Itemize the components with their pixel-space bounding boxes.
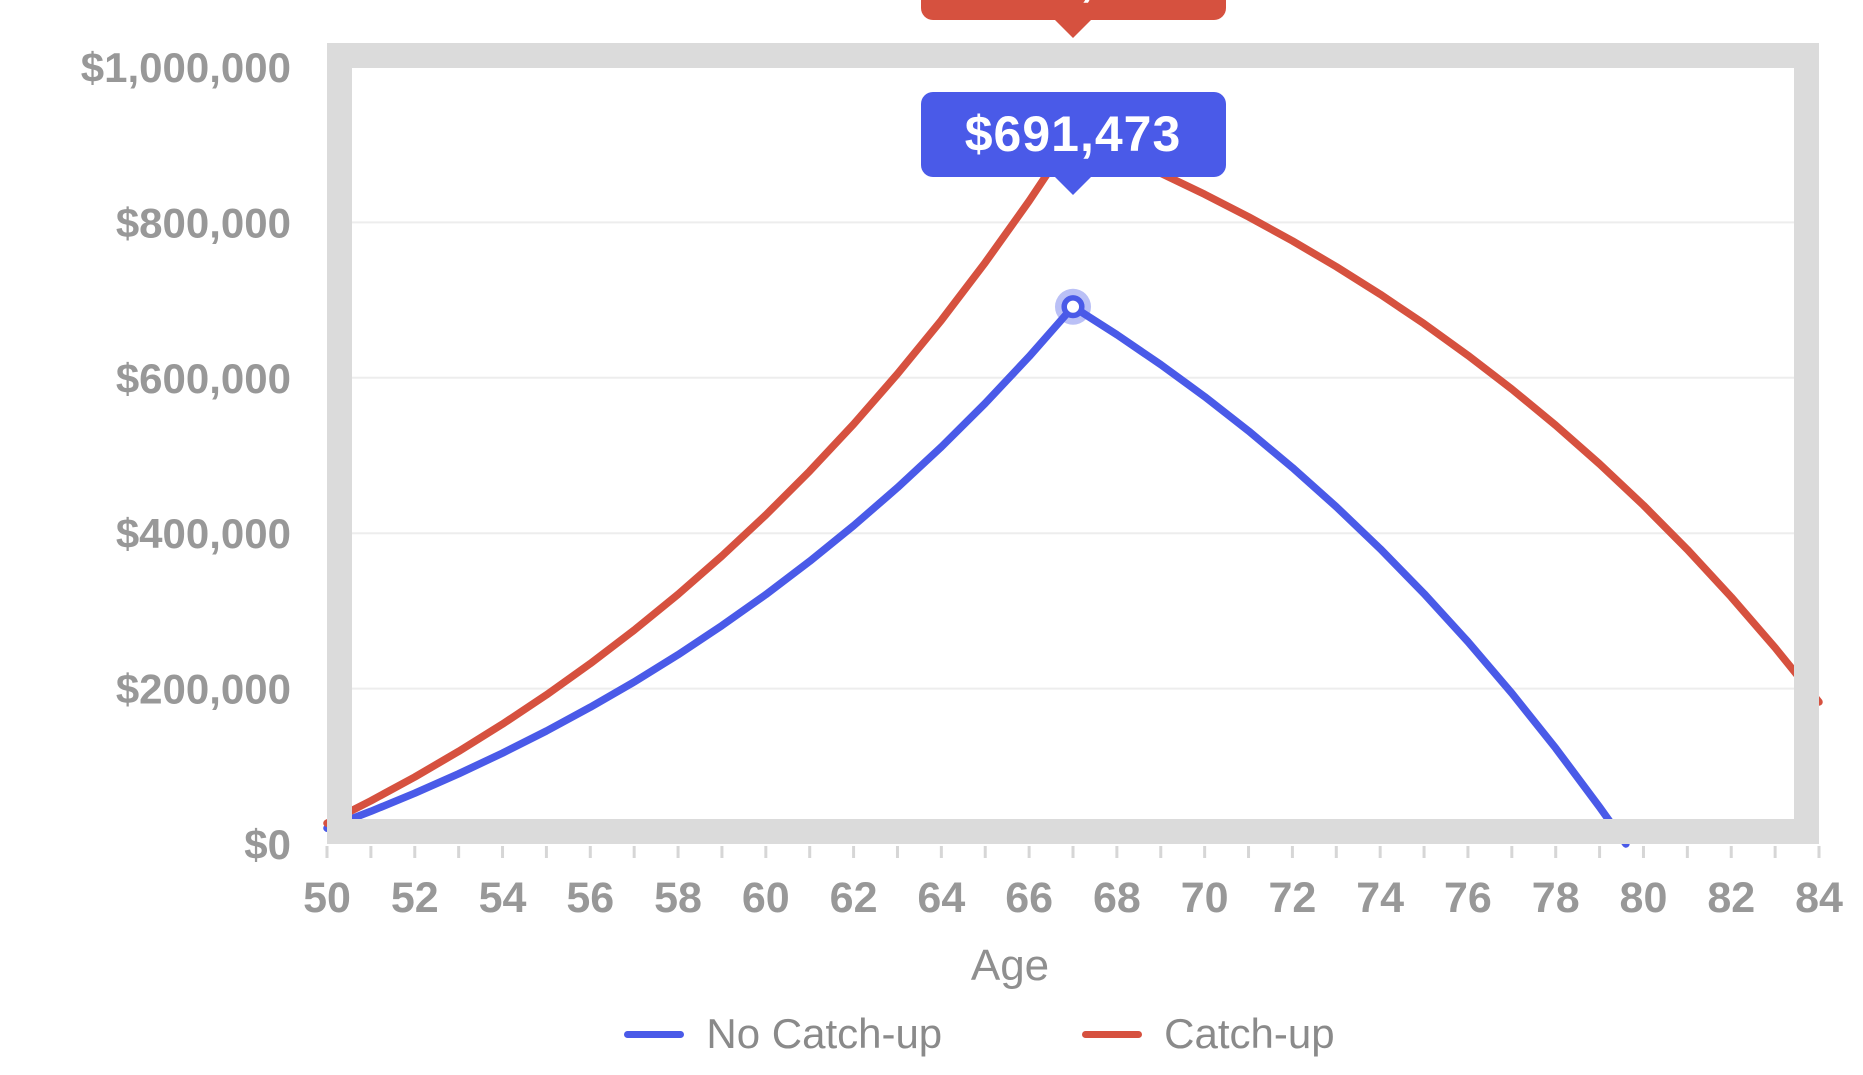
- x-axis-tick-label: 60: [742, 874, 790, 922]
- x-axis-tick-label: 64: [917, 874, 965, 922]
- x-axis-tick-label: 62: [830, 874, 878, 922]
- y-axis-tick-label: $800,000: [116, 199, 291, 246]
- no-catch-up-peak-tooltip: $691,473: [920, 91, 1226, 177]
- frame-bar: [327, 43, 1819, 68]
- legend-item-catch-up[interactable]: Catch-up: [1082, 1010, 1335, 1057]
- catch-up-swatch-icon: [1082, 1030, 1143, 1038]
- x-axis-tick-label: 68: [1093, 874, 1141, 922]
- chart-legend: No Catch-up Catch-up: [48, 1013, 1863, 1055]
- x-axis-tick-label: 76: [1444, 874, 1492, 922]
- y-axis-tick-label: $400,000: [116, 510, 291, 557]
- gridlines: [352, 221, 1794, 690]
- plot-frame: [327, 43, 1819, 844]
- x-axis-tick-label: 54: [479, 874, 527, 922]
- y-axis-tick-label: $1,000,000: [81, 44, 291, 91]
- x-axis-tick-label: 74: [1356, 874, 1404, 922]
- no-catch-up-peak-value: $691,473: [964, 106, 1182, 163]
- frame-bar: [327, 819, 1819, 844]
- x-axis-tick-label: 58: [654, 874, 702, 922]
- x-axis-tick-label: 70: [1181, 874, 1229, 922]
- legend-item-no-catch-up[interactable]: No Catch-up: [624, 1013, 942, 1055]
- x-axis-tick-label: 82: [1707, 874, 1755, 922]
- y-axis-tick-label: $600,000: [116, 355, 291, 402]
- legend-label: Catch-up: [1164, 1010, 1335, 1057]
- x-axis-tick-label: 80: [1620, 874, 1668, 922]
- no-catch-up-line[interactable]: [323, 302, 1630, 848]
- x-axis-tick-label: 84: [1795, 874, 1843, 922]
- catch-up-peak-value: $912,156: [965, 0, 1182, 7]
- y-axis-labels: $1,000,000 $800,000 $600,000 $400,000 $200,0…: [81, 44, 291, 868]
- y-axis-tick-label: $200,000: [116, 666, 291, 713]
- x-axis-title: Age: [970, 941, 1050, 990]
- catch-up-line[interactable]: [323, 131, 1823, 827]
- x-minor-ticks: [325, 846, 1821, 858]
- x-axis-tick-label: 72: [1268, 874, 1316, 922]
- frame-bar: [327, 43, 352, 844]
- catch-up-peak-tooltip: $912,156: [920, 0, 1226, 21]
- no-catch-up-peak-marker[interactable]: [1061, 295, 1085, 319]
- x-axis-tick-label: 52: [391, 874, 439, 922]
- x-axis-tick-label: 56: [566, 874, 614, 922]
- frame-bar: [1794, 43, 1819, 844]
- no-catch-up-swatch-icon: [624, 1030, 685, 1038]
- x-axis-tick-label: 78: [1532, 874, 1580, 922]
- x-axis-tick-label: 50: [303, 874, 351, 922]
- y-axis-tick-label: $0: [244, 821, 291, 868]
- data-series: [323, 131, 1823, 848]
- x-axis-tick-label: 66: [1005, 874, 1053, 922]
- x-axis-labels: 50 52 54 56 58 60 62 64 66 68 70 72 74 76 78 80 82 84: [303, 874, 1843, 922]
- legend-label: No Catch-up: [706, 1010, 943, 1057]
